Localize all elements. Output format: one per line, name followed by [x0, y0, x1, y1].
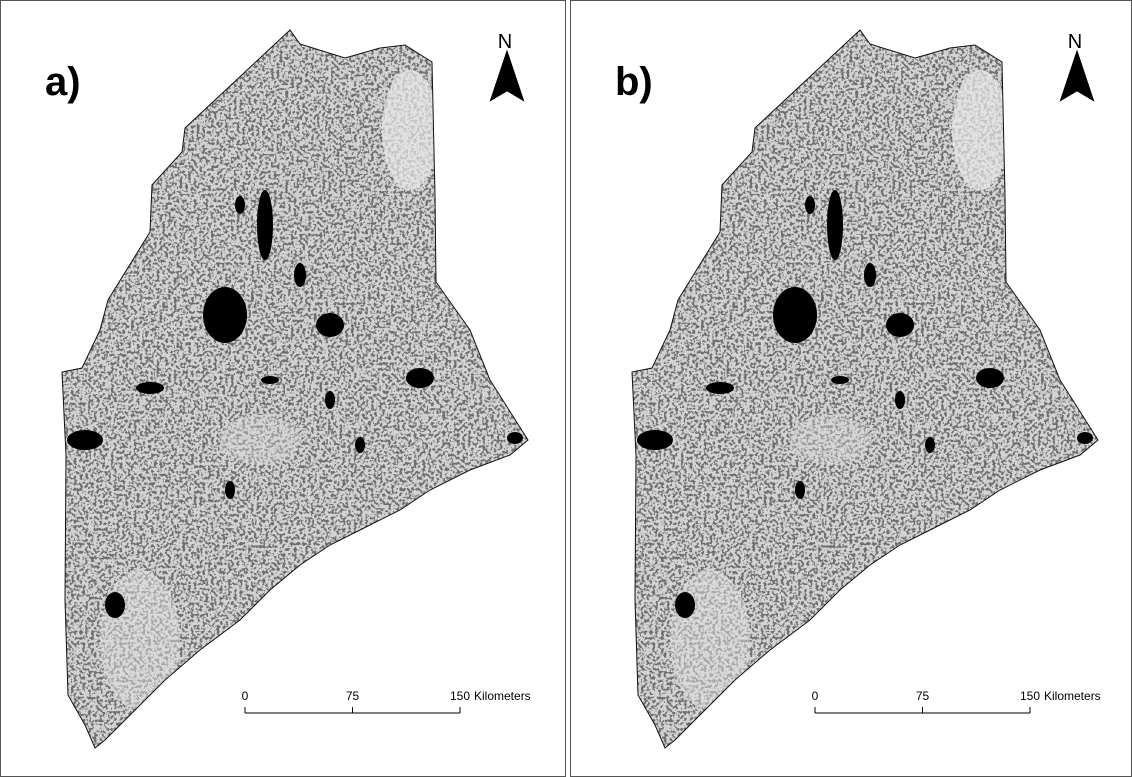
scale-label: 0 — [242, 689, 249, 703]
scale-label: 150 — [1020, 689, 1040, 703]
figure: a) N 0 75 150 Kilometers b) N 0 75 150 Kilometers — [0, 0, 1132, 777]
scale-label: 150 — [450, 689, 470, 703]
panel-label: a) — [45, 60, 81, 104]
scale-label: 75 — [346, 689, 360, 703]
north-arrow — [1061, 52, 1093, 100]
scale-label: 0 — [812, 689, 819, 703]
scale-unit: Kilometers — [1044, 689, 1101, 703]
panel-label: b) — [615, 60, 653, 104]
map — [55, 25, 535, 755]
north-label: N — [498, 31, 512, 53]
scale-unit: Kilometers — [474, 689, 531, 703]
map — [625, 25, 1105, 755]
north-arrow — [491, 52, 523, 100]
scale-label: 75 — [916, 689, 930, 703]
north-label: N — [1068, 31, 1082, 53]
